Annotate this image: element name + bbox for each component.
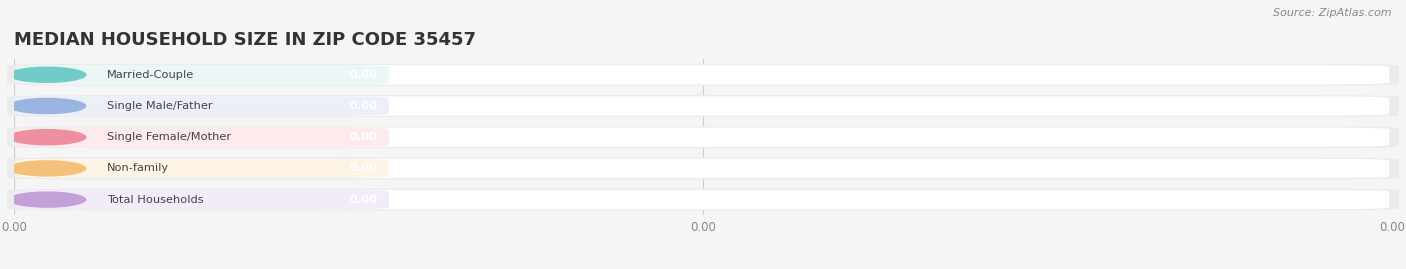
FancyBboxPatch shape xyxy=(17,190,389,209)
Text: 0.00: 0.00 xyxy=(350,101,378,111)
FancyBboxPatch shape xyxy=(7,189,1399,211)
Ellipse shape xyxy=(7,160,87,177)
FancyBboxPatch shape xyxy=(17,128,1389,147)
Ellipse shape xyxy=(7,129,87,146)
Ellipse shape xyxy=(7,66,87,83)
Text: Non-family: Non-family xyxy=(107,163,169,174)
FancyBboxPatch shape xyxy=(17,65,389,84)
Text: 0.00: 0.00 xyxy=(350,163,378,174)
FancyBboxPatch shape xyxy=(17,159,1389,178)
FancyBboxPatch shape xyxy=(7,157,1399,179)
Text: Married-Couple: Married-Couple xyxy=(107,70,194,80)
FancyBboxPatch shape xyxy=(7,64,1399,86)
Text: 0.00: 0.00 xyxy=(350,70,378,80)
FancyBboxPatch shape xyxy=(17,128,389,147)
FancyBboxPatch shape xyxy=(17,96,389,116)
Text: 0.00: 0.00 xyxy=(350,194,378,205)
FancyBboxPatch shape xyxy=(17,159,389,178)
Text: MEDIAN HOUSEHOLD SIZE IN ZIP CODE 35457: MEDIAN HOUSEHOLD SIZE IN ZIP CODE 35457 xyxy=(14,31,477,49)
FancyBboxPatch shape xyxy=(17,96,1389,116)
Text: Source: ZipAtlas.com: Source: ZipAtlas.com xyxy=(1274,8,1392,18)
Ellipse shape xyxy=(7,98,87,114)
Text: 0.00: 0.00 xyxy=(350,132,378,142)
FancyBboxPatch shape xyxy=(17,190,1389,209)
FancyBboxPatch shape xyxy=(17,65,1389,84)
Text: Single Male/Father: Single Male/Father xyxy=(107,101,212,111)
FancyBboxPatch shape xyxy=(7,126,1399,148)
FancyBboxPatch shape xyxy=(7,95,1399,117)
Text: Total Households: Total Households xyxy=(107,194,204,205)
Text: Single Female/Mother: Single Female/Mother xyxy=(107,132,231,142)
Ellipse shape xyxy=(7,191,87,208)
